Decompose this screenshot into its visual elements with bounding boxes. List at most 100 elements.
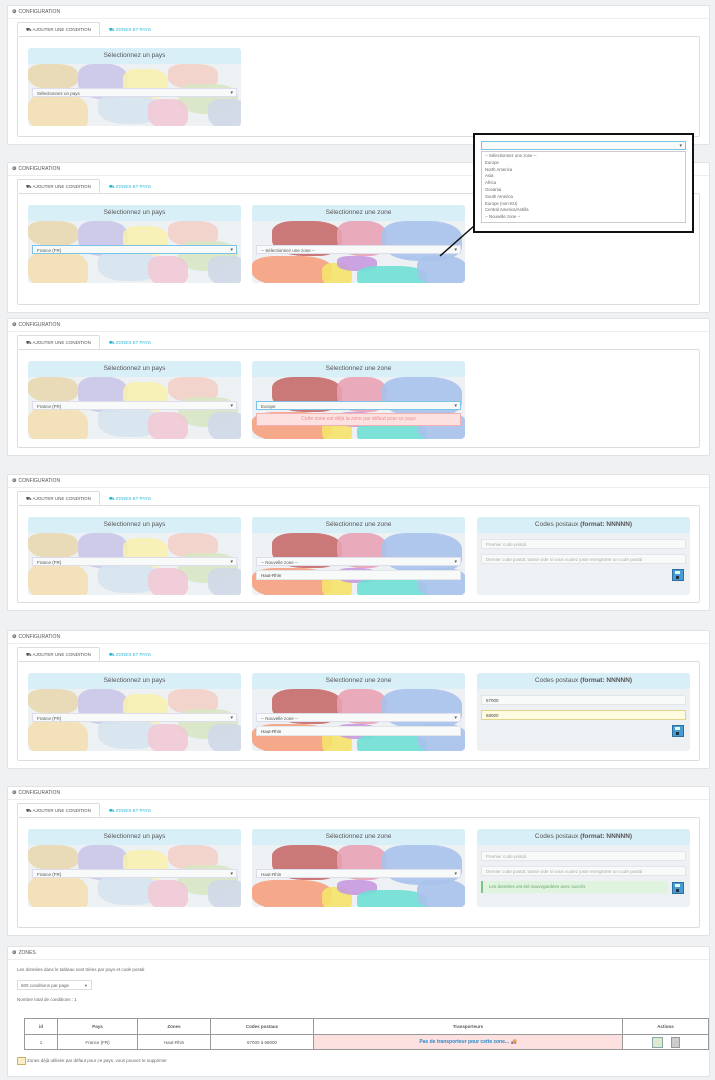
table-row: 1 France (FR) Haut-Rhin 67000 à 68000 Pa… bbox=[24, 1034, 709, 1050]
panel-header: ⚙ CONFIGURATION bbox=[8, 163, 709, 176]
postal-card: Codes postaux (format: NNNNN) Premier cod… bbox=[477, 517, 690, 595]
tab-label: ZONES ET PAYS bbox=[115, 496, 151, 501]
zones-panel: ⚙ ZONES Les données dans le tableau sont … bbox=[7, 946, 710, 1077]
tab-zones-countries[interactable]: ⛟ ZONES ET PAYS bbox=[100, 647, 160, 661]
country-select[interactable]: France (FR) bbox=[32, 401, 237, 411]
first-postal-input[interactable]: 67000 bbox=[481, 695, 686, 705]
save-icon[interactable] bbox=[672, 882, 684, 894]
edit-icon[interactable] bbox=[651, 1036, 663, 1048]
dropdown-option[interactable]: Asia bbox=[485, 173, 494, 179]
country-select[interactable]: France (FR) bbox=[32, 557, 237, 567]
postal-card-title: Codes postaux (format: NNNNN) bbox=[477, 673, 690, 689]
tabs: ⛟ AJOUTER UNE CONDITION ⛟ ZONES ET PAYS bbox=[17, 22, 160, 36]
tab-zones-countries[interactable]: ⛟ ZONES ET PAYS bbox=[100, 22, 160, 36]
zone-select[interactable]: Haut-Rhin bbox=[256, 869, 461, 879]
cell-id: 1 bbox=[24, 1034, 58, 1050]
zone-card: Sélectionnez une zone -- Nouvelle zone --… bbox=[252, 517, 465, 595]
total-conditions: Nombre total de conditions : 1 bbox=[17, 997, 77, 1002]
tab-add-condition[interactable]: ⛟ AJOUTER UNE CONDITION bbox=[17, 335, 100, 349]
zone-card-title: Sélectionnez une zone bbox=[252, 361, 465, 377]
tab-zones-countries[interactable]: ⛟ ZONES ET PAYS bbox=[100, 179, 160, 193]
dropdown-option[interactable]: Oceania bbox=[485, 186, 502, 192]
tab-content: Sélectionnez un pays France (FR)Sélection… bbox=[17, 817, 700, 928]
dropdown-option[interactable]: Europe bbox=[485, 159, 499, 165]
tab-add-condition[interactable]: ⛟ AJOUTER UNE CONDITION bbox=[17, 22, 100, 36]
tab-zones-countries[interactable]: ⛟ ZONES ET PAYS bbox=[100, 803, 160, 817]
tab-add-condition[interactable]: ⛟ AJOUTER UNE CONDITION bbox=[17, 803, 100, 817]
dropdown-option[interactable]: -- Sélectionnez une zone -- bbox=[485, 153, 537, 158]
legend-swatch bbox=[17, 1057, 26, 1065]
country-select[interactable]: Sélectionnez un pays bbox=[32, 88, 237, 98]
truck-icon: ⛟ bbox=[26, 496, 33, 501]
country-card: Sélectionnez un pays France (FR) bbox=[28, 829, 241, 907]
configuration-panel: ⚙ CONFIGURATION ⛟ AJOUTER UNE CONDITION ⛟ Z… bbox=[7, 786, 710, 936]
tab-label: ZONES ET PAYS bbox=[115, 808, 151, 813]
postal-title: Codes postaux bbox=[534, 677, 581, 684]
cogs-icon: ⚙ bbox=[12, 790, 17, 796]
cogs-icon: ⚙ bbox=[12, 950, 17, 956]
trash-icon[interactable] bbox=[670, 1036, 680, 1048]
tab-add-condition[interactable]: ⛟ AJOUTER UNE CONDITION bbox=[17, 647, 100, 661]
per-page-select[interactable]: 500 conditions par page ▾ bbox=[17, 980, 92, 990]
tab-add-condition[interactable]: ⛟ AJOUTER UNE CONDITION bbox=[17, 491, 100, 505]
zone-card: Sélectionnez une zone -- Nouvelle zone --… bbox=[252, 673, 465, 751]
panel-header: ⚙ CONFIGURATION bbox=[8, 475, 709, 488]
country-select[interactable]: France (FR) bbox=[32, 869, 237, 879]
col-actions: Actions bbox=[622, 1018, 709, 1035]
tab-zones-countries[interactable]: ⛟ ZONES ET PAYS bbox=[100, 335, 160, 349]
dropdown-option[interactable]: -- Nouvelle zone -- bbox=[485, 214, 521, 220]
country-card-title: Sélectionnez un pays bbox=[28, 829, 241, 845]
last-postal-input[interactable]: Dernier code postal, laissé vide si vous… bbox=[481, 866, 686, 876]
last-postal-input[interactable]: 68000 bbox=[481, 710, 686, 720]
dropdown-option[interactable]: North America bbox=[485, 166, 513, 172]
country-select[interactable]: France (FR) bbox=[32, 713, 237, 723]
tab-label: ZONES ET PAYS bbox=[115, 184, 151, 189]
truck-icon: ⛟ bbox=[26, 184, 33, 189]
cell-carrier-link[interactable]: Pas de transporteur pour cette zone... 🚚 bbox=[313, 1034, 623, 1050]
first-postal-input[interactable]: Premier code postal bbox=[481, 851, 686, 861]
panel-header: ⚙ CONFIGURATION bbox=[8, 319, 709, 332]
per-page-value: 500 conditions par page bbox=[21, 983, 70, 988]
dropdown-option[interactable]: Africa bbox=[485, 180, 496, 186]
postal-title: Codes postaux bbox=[534, 833, 581, 840]
zone-select[interactable] bbox=[481, 141, 686, 151]
last-postal-input[interactable]: Dernier code postal, laissé vide si vous… bbox=[481, 554, 686, 564]
panel-title: CONFIGURATION bbox=[18, 166, 61, 172]
new-zone-input[interactable]: Haut-Rhin bbox=[256, 570, 461, 580]
postal-format: (format: NNNNN) bbox=[580, 521, 633, 528]
zone-select[interactable]: Europe bbox=[256, 401, 461, 411]
zone-card-title: Sélectionnez une zone bbox=[252, 517, 465, 533]
dropdown-option[interactable]: Central America/Antilla bbox=[485, 207, 529, 213]
zone-select[interactable]: -- Nouvelle zone -- bbox=[256, 713, 461, 723]
dropdown-option[interactable]: Europe (non-EU) bbox=[485, 200, 518, 206]
zones-title: ZONES bbox=[18, 950, 36, 956]
col-zones: Zones bbox=[137, 1018, 211, 1035]
configuration-panel: ⚙ CONFIGURATION ⛟ AJOUTER UNE CONDITION ⛟ Z… bbox=[7, 474, 710, 611]
new-zone-input[interactable]: Haut-Rhin bbox=[256, 726, 461, 736]
table-header-row: id Pays Zones Codes postaux Transporteur… bbox=[24, 1018, 709, 1035]
panel-header: ⚙ CONFIGURATION bbox=[8, 6, 709, 19]
truck-icon: ⛟ bbox=[108, 27, 116, 32]
tab-add-condition[interactable]: ⛟ AJOUTER UNE CONDITION bbox=[17, 179, 100, 193]
tab-label: ZONES ET PAYS bbox=[115, 340, 151, 345]
save-icon[interactable] bbox=[672, 725, 684, 737]
legend-text: Zones déjà utilisée par défaut pour ce p… bbox=[27, 1058, 167, 1064]
first-postal-input[interactable]: Premier code postal bbox=[481, 539, 686, 549]
tab-zones-countries[interactable]: ⛟ ZONES ET PAYS bbox=[100, 491, 160, 505]
configuration-panel: ⚙ CONFIGURATION ⛟ AJOUTER UNE CONDITION ⛟ Z… bbox=[7, 630, 710, 769]
zone-card-title: Sélectionnez une zone bbox=[252, 205, 465, 221]
zone-select[interactable]: -- Sélectionnez une zone -- bbox=[256, 245, 461, 255]
tabs: ⛟ AJOUTER UNE CONDITION ⛟ ZONES ET PAYS bbox=[17, 179, 160, 193]
tabs: ⛟ AJOUTER UNE CONDITION ⛟ ZONES ET PAYS bbox=[17, 335, 160, 349]
zone-select[interactable]: -- Nouvelle zone -- bbox=[256, 557, 461, 567]
country-card: Sélectionnez un pays Sélectionnez un pays bbox=[28, 48, 241, 126]
dropdown-option[interactable]: South America bbox=[485, 193, 513, 199]
country-select[interactable]: France (FR) bbox=[32, 245, 237, 255]
tab-label: ZONES ET PAYS bbox=[115, 652, 151, 657]
save-icon[interactable] bbox=[672, 569, 684, 581]
tab-label: AJOUTER UNE CONDITION bbox=[32, 652, 91, 657]
